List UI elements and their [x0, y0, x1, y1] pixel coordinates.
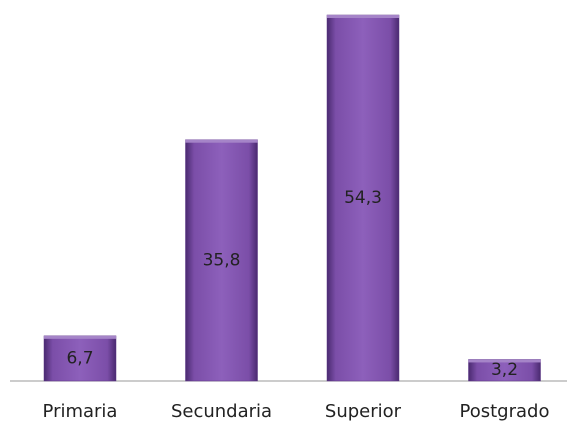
- value-label: 35,8: [203, 250, 241, 270]
- bar-top: [44, 335, 116, 339]
- bar: [185, 139, 258, 382]
- bar-top: [185, 139, 258, 143]
- bar-top: [327, 15, 399, 18]
- value-label: 6,7: [66, 348, 93, 368]
- x-tick-label: Primaria: [43, 401, 118, 422]
- x-tick-label: Secundaria: [171, 401, 272, 422]
- bar: [43, 335, 117, 382]
- value-label: 3,2: [491, 360, 518, 380]
- x-tick-label: Postgrado: [460, 401, 550, 422]
- bar-top: [468, 359, 541, 363]
- bar: [326, 14, 400, 382]
- value-label: 54,3: [344, 188, 382, 208]
- x-tick-label: Superior: [325, 401, 402, 422]
